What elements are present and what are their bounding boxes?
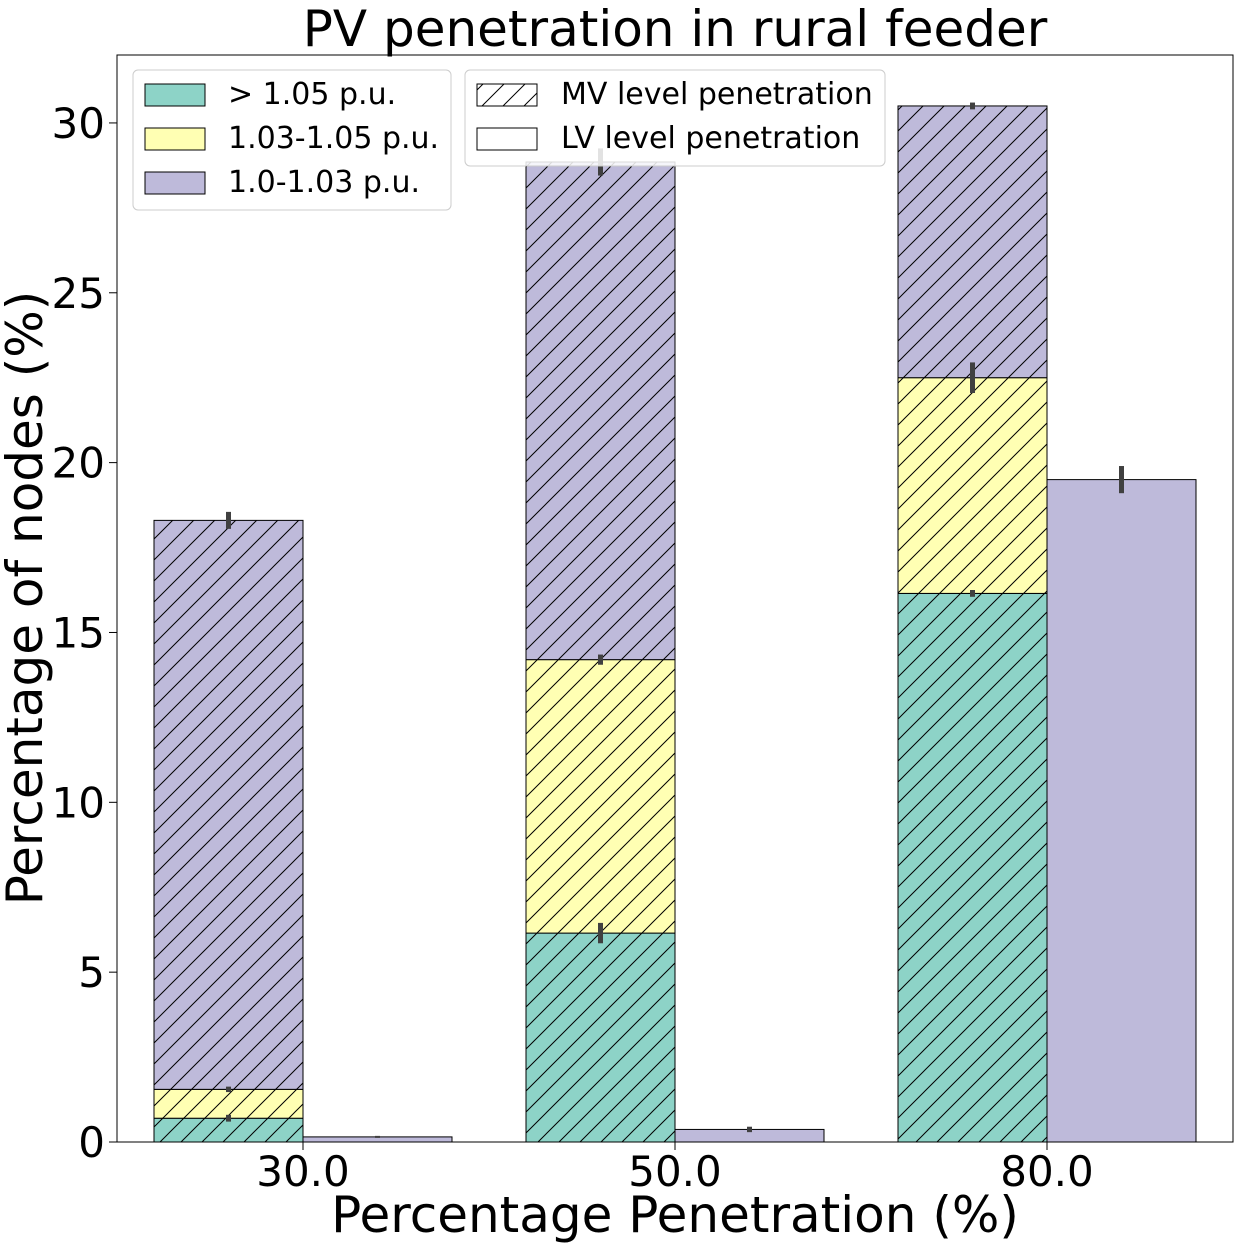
- x-tick-label-50.0: 50.0: [628, 1147, 722, 1196]
- legend-voltage-frame: [132, 69, 452, 211]
- legend-voltage-label-0: > 1.05 p.u.: [228, 77, 396, 112]
- legend-level-swatch-1: [476, 127, 538, 151]
- bar-mv-hatch-50.0-series-2: [526, 162, 675, 660]
- y-ticks-group: 0 5 10 15 20 25 30: [52, 99, 117, 1167]
- y-tick-label-0: 0: [78, 1118, 105, 1167]
- chart-title: PV penetration in rural feeder: [303, 0, 1048, 58]
- bar-mv-hatch-30.0-series-0: [154, 1118, 303, 1142]
- bar-mv-hatch-80.0-series-2: [898, 105, 1047, 378]
- legend-level-label-1: LV level penetration: [561, 121, 860, 156]
- legend-voltage: > 1.05 p.u. 1.03-1.05 p.u. 1.0-1.03 p.u.: [132, 69, 452, 211]
- legend-level-swatch-hatch-0: [477, 84, 537, 106]
- legend-voltage-swatch-1: [144, 127, 206, 151]
- bar-mv-hatch-30.0-series-1: [154, 1089, 303, 1119]
- legend-voltage-swatch-2: [144, 171, 206, 195]
- bars-group: [153, 105, 1197, 1143]
- legend-level-label-0: MV level penetration: [561, 77, 873, 112]
- legend-voltage-swatch-0: [144, 83, 206, 107]
- legend-voltage-label-1: 1.03-1.05 p.u.: [228, 121, 439, 156]
- legend-voltage-label-2: 1.0-1.03 p.u.: [228, 165, 420, 200]
- bar-mv-hatch-50.0-series-1: [526, 659, 675, 934]
- legend-level: MV level penetration LV level penetration: [464, 69, 886, 167]
- bar-mv-hatch-30.0-series-2: [154, 520, 303, 1090]
- y-tick-label-20: 20: [52, 439, 105, 488]
- bar-mv-hatch-50.0-series-0: [526, 933, 675, 1142]
- bar-mv-hatch-80.0-series-1: [898, 377, 1047, 594]
- bar-mv-hatch-80.0-series-0: [898, 593, 1047, 1142]
- x-axis-label: Percentage Penetration (%): [331, 1186, 1019, 1244]
- y-tick-label-10: 10: [52, 778, 105, 827]
- y-tick-label-25: 25: [52, 269, 105, 318]
- y-tick-label-30: 30: [52, 99, 105, 148]
- x-tick-label-30.0: 30.0: [256, 1147, 350, 1196]
- legend-level-frame: [464, 69, 886, 167]
- y-tick-label-5: 5: [78, 948, 105, 997]
- y-tick-label-15: 15: [52, 608, 105, 657]
- x-tick-label-80.0: 80.0: [1000, 1147, 1094, 1196]
- y-axis-label: Percentage of nodes (%): [0, 291, 54, 906]
- bar-lv-80.0-series-0: [1046, 479, 1197, 1143]
- x-ticks-group: 30.0 50.0 80.0: [256, 1142, 1094, 1196]
